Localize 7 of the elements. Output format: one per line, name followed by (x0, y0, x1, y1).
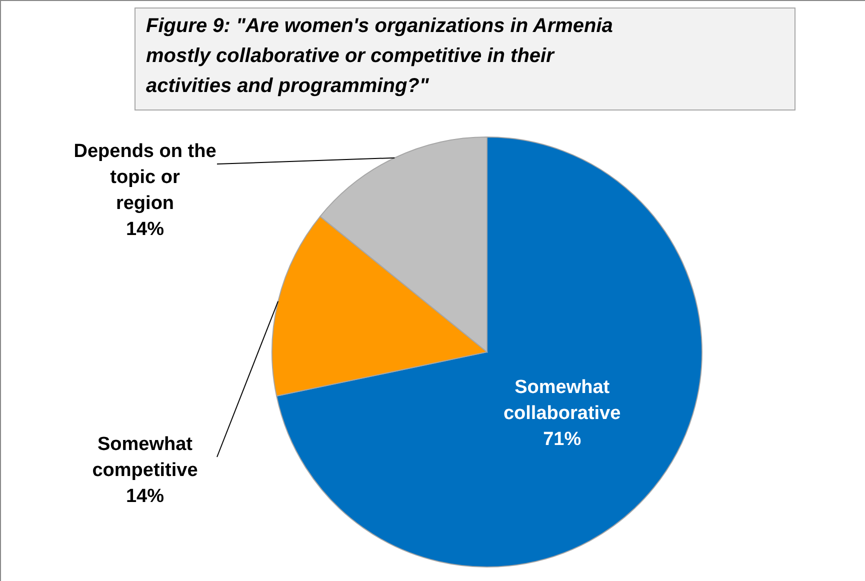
data-label: 71% (543, 429, 582, 450)
data-label: 14% (126, 219, 164, 240)
slice-label: Somewhat competitive (92, 434, 198, 481)
chart-title: Figure 9: "Are women's organizations in Armenia mostly collaborative or competitive in their activities and programming?" (146, 15, 613, 97)
slice-label: Somewhat collaborative (503, 377, 621, 424)
slice-label: Depends on the topic or region (74, 141, 216, 214)
data-label: 14% (126, 486, 164, 507)
